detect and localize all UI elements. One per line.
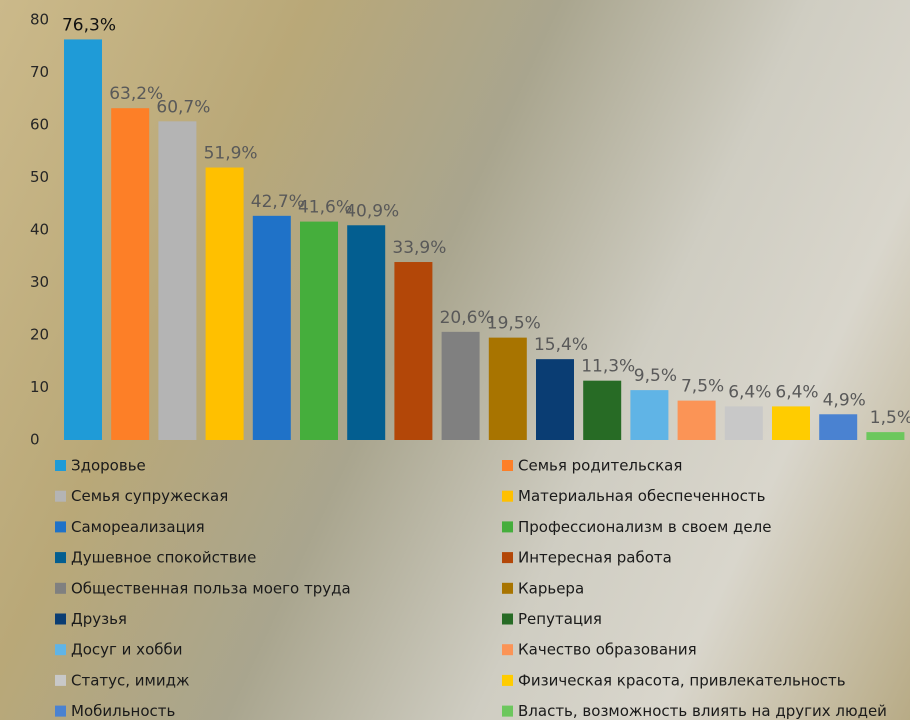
legend-label: Мобильность — [71, 702, 175, 720]
value-label: 63,2% — [109, 84, 163, 104]
bar — [678, 401, 716, 440]
bar — [866, 432, 904, 440]
legend-swatch — [502, 521, 513, 532]
bar — [111, 108, 149, 440]
legend-label: Душевное спокойствие — [71, 549, 256, 567]
bar — [206, 168, 244, 440]
value-label: 4,9% — [823, 390, 866, 410]
bar — [630, 390, 668, 440]
y-tick-label: 50 — [30, 168, 49, 186]
legend-swatch — [502, 675, 513, 686]
value-label: 19,5% — [487, 314, 541, 334]
legend-swatch — [55, 614, 66, 625]
bar — [819, 414, 857, 440]
legend-label: Интересная работа — [518, 549, 672, 567]
bar — [394, 262, 432, 440]
bar — [158, 121, 196, 440]
value-label: 40,9% — [345, 201, 399, 221]
value-label: 11,3% — [581, 357, 635, 377]
y-tick-label: 30 — [30, 273, 49, 291]
legend-swatch — [502, 460, 513, 471]
legend-swatch — [55, 583, 66, 594]
y-tick-label: 0 — [30, 431, 40, 449]
value-label: 60,7% — [156, 97, 210, 117]
chart: 0 10 20 30 40 50 60 70 80 76,3% 63,2%60,7% 51,9% 42,… — [0, 0, 910, 720]
legend-swatch — [55, 491, 66, 502]
legend-label: Семья родительская — [518, 457, 682, 475]
legend-label: Физическая красота, привлекательность — [518, 671, 846, 689]
value-label: 76,3% — [62, 15, 116, 35]
bar — [347, 225, 385, 440]
y-tick-label: 80 — [30, 11, 49, 29]
legend-label: Карьера — [518, 579, 584, 597]
bar — [536, 359, 574, 440]
value-label: 6,4% — [775, 382, 818, 402]
legend-label: Друзья — [71, 610, 127, 628]
value-label: 42,7% — [251, 192, 305, 212]
legend-swatch — [502, 583, 513, 594]
y-tick-label: 60 — [30, 116, 49, 134]
value-label: 20,6% — [440, 308, 494, 328]
legend-label: Качество образования — [518, 641, 697, 659]
legend-swatch — [55, 460, 66, 471]
bar — [64, 39, 102, 440]
legend-label: Материальная обеспеченность — [518, 487, 765, 505]
bar — [583, 381, 621, 440]
y-tick-label: 10 — [30, 378, 49, 396]
legend-swatch — [55, 675, 66, 686]
legend-label: Общественная польза моего труда — [71, 579, 351, 597]
value-label: 33,9% — [392, 238, 446, 258]
bar — [442, 332, 480, 440]
y-tick-label: 20 — [30, 326, 49, 344]
legend-label: Досуг и хобби — [71, 641, 183, 659]
legend-swatch — [55, 552, 66, 563]
value-label: 41,6% — [298, 198, 352, 218]
legend-swatch — [55, 706, 66, 717]
value-label: 9,5% — [634, 366, 677, 386]
value-label: 51,9% — [204, 144, 258, 164]
value-label: 1,5% — [870, 408, 910, 428]
value-label: 6,4% — [728, 382, 771, 402]
page: 0 10 20 30 40 50 60 70 80 76,3% 63,2%60,7% 51,9% 42,… — [0, 0, 910, 720]
legend-label: Семья супружеская — [71, 487, 228, 505]
legend-label: Репутация — [518, 610, 602, 628]
y-tick-label: 40 — [30, 221, 49, 239]
legend-swatch — [502, 491, 513, 502]
bar — [489, 338, 527, 440]
legend-swatch — [502, 644, 513, 655]
legend-label: Власть, возможность влиять на других люд… — [518, 702, 887, 720]
legend-swatch — [502, 614, 513, 625]
legend-label: Статус, имидж — [71, 671, 190, 689]
legend-swatch — [502, 552, 513, 563]
value-label: 7,5% — [681, 377, 724, 397]
legend-label: Профессионализм в своем деле — [518, 518, 771, 536]
y-tick-label: 70 — [30, 63, 49, 81]
bar — [725, 406, 763, 440]
legend-swatch — [502, 706, 513, 717]
legend-swatch — [55, 644, 66, 655]
legend-label: Самореализация — [71, 518, 205, 536]
value-label: 15,4% — [534, 335, 588, 355]
bar — [300, 222, 338, 440]
bar — [253, 216, 291, 440]
bar — [772, 406, 810, 440]
legend-swatch — [55, 521, 66, 532]
legend-label: Здоровье — [71, 457, 146, 475]
